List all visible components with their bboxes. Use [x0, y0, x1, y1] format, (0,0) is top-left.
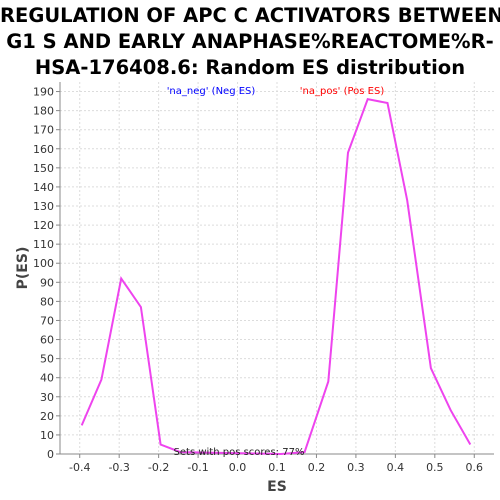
y-tick-label: 180 [33, 105, 54, 118]
x-tick-label: -0.1 [187, 461, 208, 474]
y-tick-label: 150 [33, 162, 54, 175]
y-tick-label: 190 [33, 86, 54, 99]
y-tick-label: 120 [33, 219, 54, 232]
chart-title-line-1: REGULATION OF APC C ACTIVATORS BETWEEN [0, 4, 500, 27]
y-tick-label: 100 [33, 257, 54, 270]
y-tick-label: 10 [40, 429, 54, 442]
pos-scores-annotation: Sets with pos scores: 77% [174, 447, 305, 458]
y-tick-label: 0 [47, 448, 54, 461]
chart-title: REGULATION OF APC C ACTIVATORS BETWEEN G… [0, 3, 500, 81]
y-tick-label: 60 [40, 334, 54, 347]
axes: 0 10 20 30 40 50 60 70 80 90 100 110 120 130 140 150 160… [33, 82, 494, 474]
y-tick-label: 30 [40, 391, 54, 404]
grid [60, 82, 494, 455]
x-tick-label: 0.4 [387, 461, 405, 474]
x-axis-title: ES [267, 479, 287, 495]
x-tick-label: 0.0 [229, 461, 247, 474]
series-layer [80, 98, 472, 456]
legend-entry: 'na_pos' (Pos ES) [300, 86, 385, 97]
y-tick-label: 140 [33, 181, 54, 194]
y-axis-title: P(ES) [15, 247, 31, 290]
x-tick-label: -0.4 [69, 461, 90, 474]
y-tick-label: 80 [40, 295, 54, 308]
x-tick-label: 0.3 [347, 461, 365, 474]
x-tick-label: 0.2 [308, 461, 326, 474]
y-tick-label: 70 [40, 314, 54, 327]
series-line-es-distribution [80, 98, 472, 456]
y-tick-label: 130 [33, 200, 54, 213]
legend: 'na_neg' (Neg ES) 'na_pos' (Pos ES) [167, 86, 385, 97]
x-tick-label: -0.3 [108, 461, 129, 474]
x-tick-label: -0.2 [148, 461, 169, 474]
chart-title-line-3: HSA-176408.6: Random ES distribution [34, 56, 466, 79]
legend-entry: 'na_neg' (Neg ES) [167, 86, 256, 97]
x-tick-label: 0.1 [268, 461, 286, 474]
y-tick-label: 160 [33, 143, 54, 156]
chart-title-line-2: G1 S AND EARLY ANAPHASE%REACTOME%R- [6, 30, 494, 53]
y-tick-label: 50 [40, 353, 54, 366]
y-tick-label: 170 [33, 124, 54, 137]
x-tick-label: 0.5 [426, 461, 444, 474]
y-tick-label: 90 [40, 276, 54, 289]
y-tick-label: 110 [33, 238, 54, 251]
x-tick-label: 0.6 [466, 461, 484, 474]
y-tick-label: 20 [40, 410, 54, 423]
y-tick-label: 40 [40, 372, 54, 385]
